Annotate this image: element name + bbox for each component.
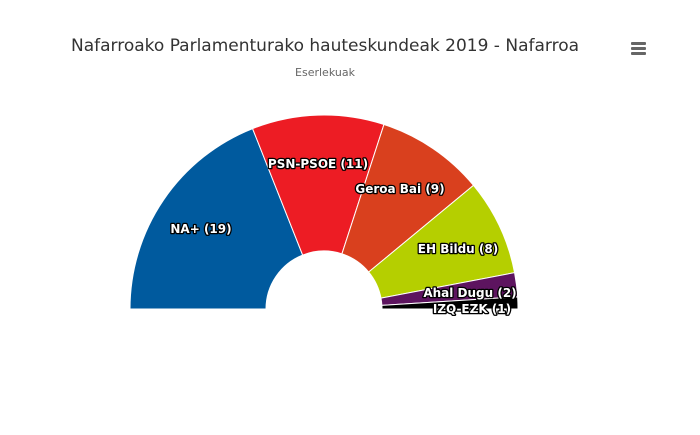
slice-izq-ezk[interactable]: [381, 296, 519, 310]
slice-label-ahal-dugu: Ahal Dugu (2): [423, 286, 516, 300]
chart-subtitle: Eserlekuak: [295, 66, 355, 79]
hamburger-menu-icon[interactable]: [626, 38, 650, 60]
slice-na-[interactable]: [129, 127, 304, 310]
slice-label-psn-psoe: PSN-PSOE (11): [268, 157, 368, 171]
slice-label-izq-ezk: IZQ-EZK (1): [433, 302, 511, 316]
slice-psn-psoe[interactable]: [251, 114, 385, 256]
slice-label-eh-bildu: EH Bildu (8): [418, 242, 498, 256]
slice-label-geroa-bai: Geroa Bai (9): [355, 182, 444, 196]
slice-label-na-: NA+ (19): [170, 222, 231, 236]
menu-bar-middle: [631, 47, 646, 50]
chart-title: Nafarroako Parlamenturako hauteskundeak …: [70, 36, 580, 56]
menu-bar-bottom: [631, 52, 646, 55]
menu-bar-top: [631, 42, 646, 45]
